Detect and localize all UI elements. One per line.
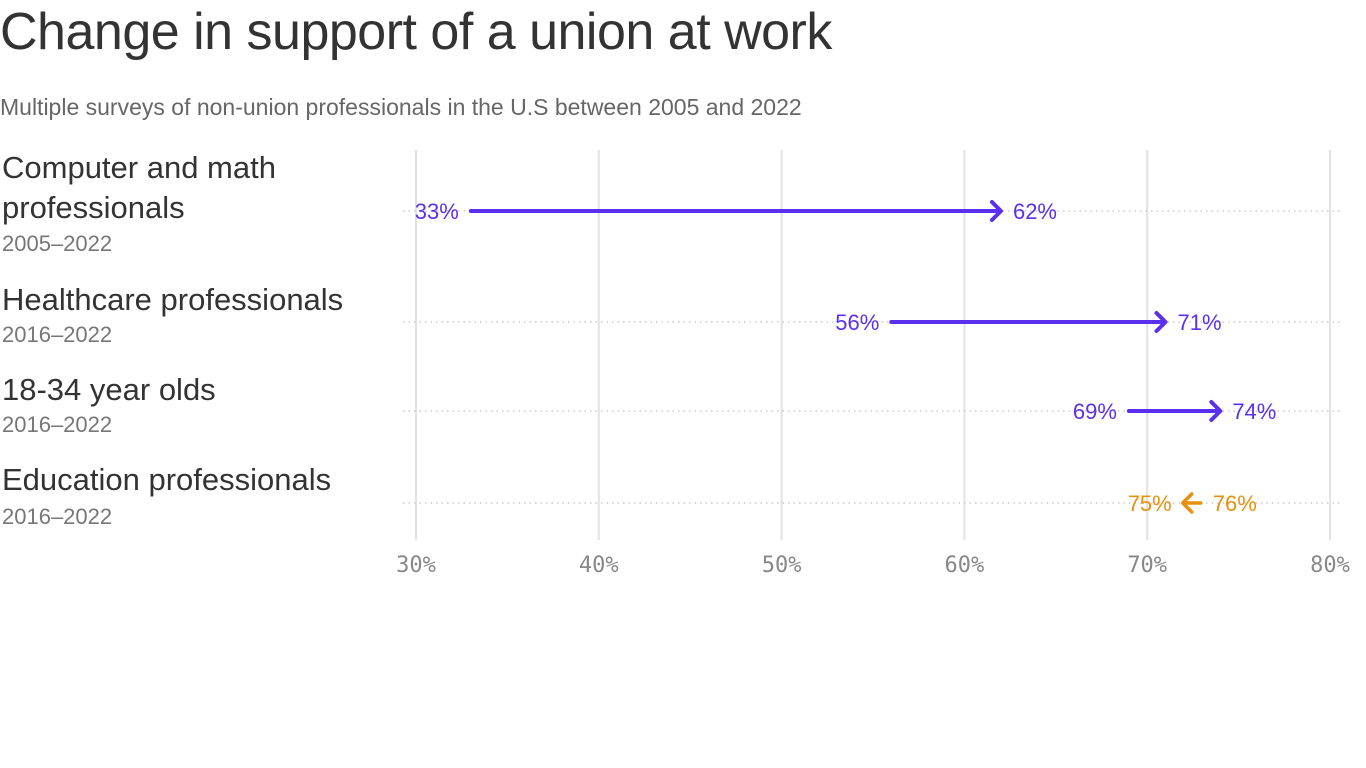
- value-label: 56%: [835, 310, 879, 335]
- arrowhead-icon: [989, 200, 1003, 222]
- arrowhead-icon: [1154, 311, 1168, 333]
- value-label: 75%: [1128, 491, 1172, 516]
- category-label: Healthcare professionals: [2, 282, 344, 317]
- x-tick-label: 80%: [1310, 553, 1350, 578]
- value-label: 74%: [1232, 399, 1276, 424]
- value-label: 69%: [1073, 399, 1117, 424]
- value-label: 71%: [1177, 310, 1221, 335]
- years-label: 2016–2022: [2, 412, 113, 437]
- value-label: 76%: [1213, 491, 1257, 516]
- x-tick-label: 30%: [396, 553, 436, 578]
- category-label: Education professionals: [2, 462, 332, 497]
- value-label: 62%: [1013, 199, 1057, 224]
- category-label: Computer and math professionals: [2, 150, 276, 225]
- x-tick-label: 40%: [579, 553, 619, 578]
- years-label: 2016–2022: [2, 322, 113, 347]
- chart-subtitle: Multiple surveys of non-union profession…: [0, 94, 802, 120]
- chart-title: Change in support of a union at work: [0, 3, 832, 61]
- arrowhead-icon: [1180, 492, 1194, 514]
- arrowhead-icon: [1209, 400, 1223, 422]
- value-label: 33%: [415, 199, 459, 224]
- x-tick-label: 50%: [762, 553, 802, 578]
- years-label: 2016–2022: [2, 504, 113, 529]
- x-tick-label: 70%: [1127, 553, 1167, 578]
- category-label: 18-34 year olds: [2, 372, 216, 407]
- years-label: 2005–2022: [2, 231, 113, 256]
- x-tick-label: 60%: [945, 553, 985, 578]
